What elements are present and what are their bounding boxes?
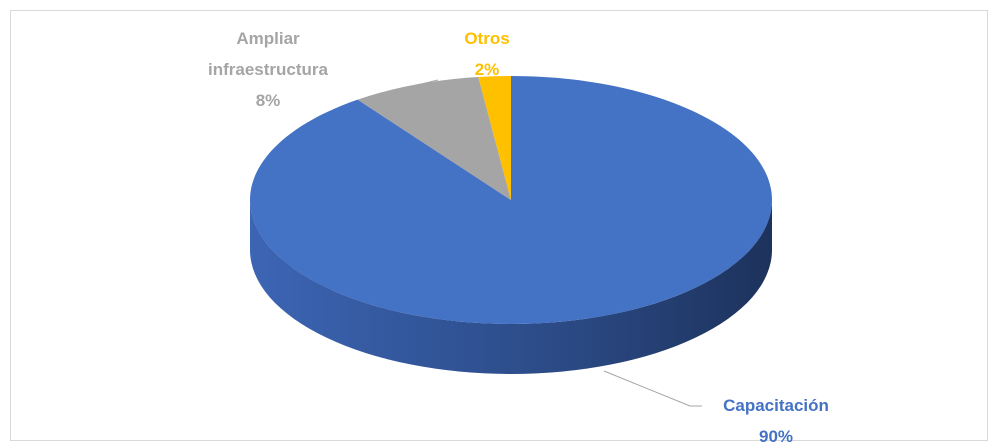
pie-side	[250, 200, 772, 374]
category-label: Ampliar infraestructura	[208, 29, 328, 79]
pie	[249, 76, 772, 374]
pie-slice	[357, 76, 511, 200]
category-label: Capacitación	[723, 396, 829, 415]
data-label: Otros 2%	[427, 23, 547, 85]
leader-line	[387, 79, 439, 93]
category-label: Otros	[464, 29, 510, 48]
pie-slice	[249, 76, 772, 325]
pie-slice	[478, 76, 511, 200]
value-label: 2%	[474, 60, 500, 79]
value-label: 90%	[758, 427, 794, 446]
data-label: Capacitación 90%	[676, 390, 876, 448]
leader-line	[603, 370, 702, 407]
data-label: Ampliar infraestructura 8%	[193, 23, 343, 116]
value-label: 8%	[255, 91, 281, 110]
